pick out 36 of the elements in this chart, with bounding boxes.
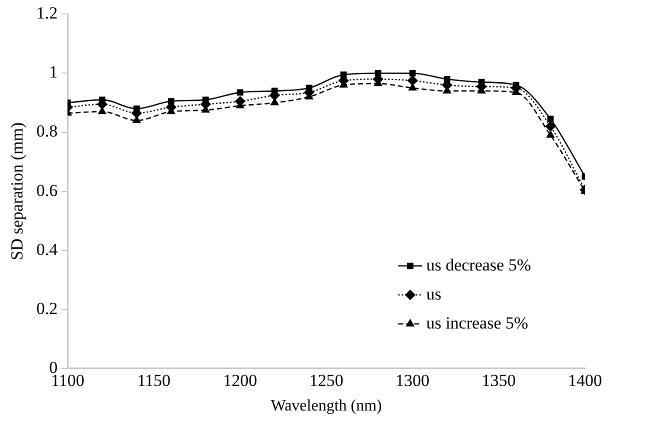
point	[408, 84, 416, 91]
point	[444, 76, 450, 82]
y-tick-label: 1.2	[36, 4, 58, 23]
legend-label: us increase 5%	[426, 313, 528, 332]
x-tick-label: 1250	[309, 371, 344, 390]
y-tick-label: 0.8	[36, 122, 58, 141]
point	[478, 78, 485, 86]
point	[409, 70, 416, 76]
point	[168, 98, 174, 104]
point	[545, 121, 556, 132]
point	[306, 84, 312, 92]
point	[374, 70, 382, 76]
x-axis-title: Wavelength (nm)	[270, 398, 382, 415]
x-tick-label: 1400	[568, 371, 602, 390]
y-tick-label: 1	[49, 62, 58, 82]
legend-label: us decrease 5%	[426, 255, 531, 274]
point	[236, 89, 244, 96]
x-tick-label: 1200	[223, 371, 258, 390]
legend-label: us	[426, 284, 442, 304]
y-tick-label: 0.2	[36, 298, 58, 318]
point	[132, 116, 141, 124]
point	[546, 130, 554, 138]
point	[98, 107, 106, 114]
x-tick-label: 1350	[482, 371, 516, 390]
point	[98, 96, 106, 103]
point	[547, 116, 554, 122]
point	[340, 72, 347, 78]
point	[202, 96, 209, 103]
point	[408, 76, 418, 86]
x-tick-label: 1300	[396, 371, 430, 390]
y-tick-label: 0.4	[36, 240, 58, 259]
point	[271, 88, 278, 94]
y-tick-label: 0.6	[36, 180, 58, 200]
point	[133, 105, 140, 112]
x-tick-label: 1150	[137, 371, 171, 390]
y-axis-title: SD separation (mm)	[8, 122, 27, 260]
